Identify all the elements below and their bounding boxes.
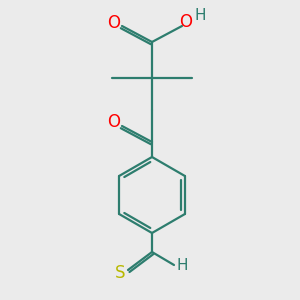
Text: H: H	[194, 8, 206, 23]
Text: O: O	[107, 113, 121, 131]
Text: H: H	[176, 259, 188, 274]
Text: S: S	[115, 264, 125, 282]
Text: O: O	[179, 13, 193, 31]
Text: O: O	[107, 14, 121, 32]
